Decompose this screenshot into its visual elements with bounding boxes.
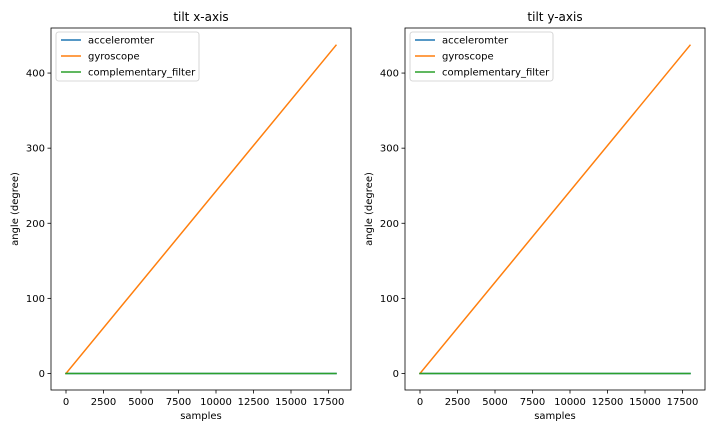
y-tick-label: 300 <box>26 144 45 155</box>
y-tick-label: 200 <box>26 219 45 230</box>
x-tick-label: 12500 <box>592 397 624 408</box>
x-axis-label: samples <box>180 411 222 422</box>
x-tick-label: 17500 <box>313 397 345 408</box>
y-tick-label: 200 <box>380 219 399 230</box>
x-tick-label: 10000 <box>200 397 232 408</box>
x-tick-label: 17500 <box>667 397 699 408</box>
legend: acceleromter gyroscope complementary_filte… <box>409 31 554 82</box>
legend-entry: acceleromter <box>88 36 155 47</box>
chart-panel-1: 0 2500 5000 7500 10000 12500 15000 17500 0 100 200… <box>10 10 352 422</box>
y-tick-label: 100 <box>26 294 45 305</box>
series-line-gyroscope <box>418 44 692 375</box>
y-tick-label: 100 <box>380 294 399 305</box>
plot-frame <box>404 27 706 391</box>
x-tick-label: 5000 <box>128 397 153 408</box>
x-tick-label: 10000 <box>554 397 586 408</box>
legend-entry: complementary_filter <box>442 68 550 79</box>
x-tick-label: 15000 <box>629 397 661 408</box>
y-tick-label: 400 <box>26 69 45 80</box>
x-tick-label: 2500 <box>91 397 116 408</box>
x-tick-label: 7500 <box>520 397 545 408</box>
chart-title: tilt x-axis <box>173 10 228 24</box>
x-tick-label: 2500 <box>445 397 470 408</box>
y-axis-label: angle (degree) <box>364 172 375 246</box>
legend-entry: gyroscope <box>88 52 140 63</box>
x-tick-label: 0 <box>63 397 69 408</box>
x-tick-label: 12500 <box>238 397 270 408</box>
chart-panel-2: 0 2500 5000 7500 10000 12500 15000 17500 0 100 200… <box>364 10 706 422</box>
x-tick-label: 15000 <box>275 397 307 408</box>
legend-entry: gyroscope <box>442 52 494 63</box>
y-tick-label: 400 <box>380 69 399 80</box>
chart-title: tilt y-axis <box>527 10 582 24</box>
legend: acceleromter gyroscope complementary_filte… <box>55 31 200 82</box>
x-axis-label: samples <box>534 411 576 422</box>
plot-frame <box>50 27 352 391</box>
y-tick-label: 300 <box>380 144 399 155</box>
x-tick-label: 7500 <box>166 397 191 408</box>
legend-box <box>55 31 200 82</box>
y-tick-label: 0 <box>39 369 45 380</box>
legend-entry: complementary_filter <box>88 68 196 79</box>
y-tick-label: 0 <box>393 369 399 380</box>
y-axis-label: angle (degree) <box>10 172 21 246</box>
legend-box <box>409 31 554 82</box>
legend-entry: acceleromter <box>442 36 509 47</box>
x-tick-label: 5000 <box>482 397 507 408</box>
series-line-gyroscope <box>64 44 338 375</box>
x-tick-label: 0 <box>417 397 423 408</box>
